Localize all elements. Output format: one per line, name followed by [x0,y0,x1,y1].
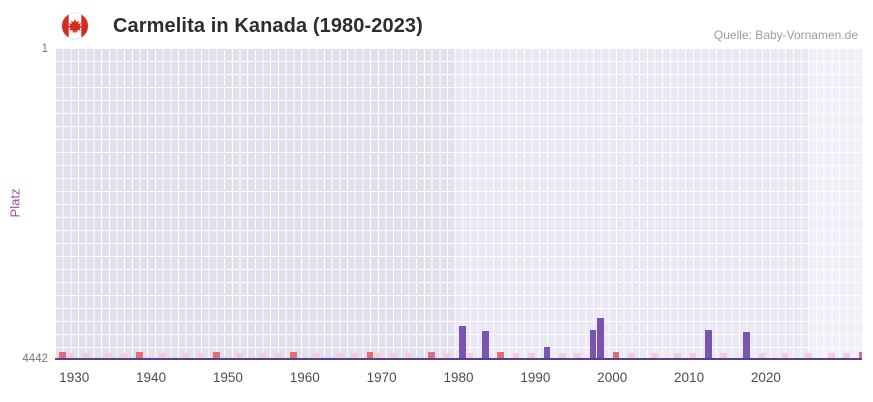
x-tick-label: 2000 [597,370,628,385]
x-axis-baseline [55,358,862,360]
pale-year-marker [512,353,520,360]
x-tick-label: 1970 [366,370,397,385]
x-tick-label: 1960 [289,370,320,385]
canada-flag-icon [61,12,89,40]
strong-year-marker [59,352,66,360]
pale-year-marker [312,353,320,360]
pale-year-marker [466,353,474,360]
pale-year-marker [758,353,766,360]
rank-bar[interactable] [704,329,712,360]
pale-year-marker [827,353,835,360]
pale-year-marker [558,353,566,360]
pale-year-marker [804,353,812,360]
plot-area [55,48,862,360]
pale-year-marker [159,353,166,360]
pale-year-marker [120,353,128,360]
rank-bar[interactable] [597,318,604,360]
pale-year-marker [351,353,359,360]
strong-year-marker [136,352,143,360]
x-tick-label: 1930 [59,370,90,385]
x-tick-label: 2020 [750,370,781,385]
pale-year-marker [389,353,397,360]
x-axis: 1930 1940 1950 1960 1970 1980 1990 2000 2010 2020 [55,364,862,390]
pale-year-marker [336,353,343,360]
pale-year-marker [781,353,789,360]
pale-year-marker [105,353,113,360]
background-band [808,48,862,360]
y-axis-label: Platz [7,188,23,218]
pale-year-marker [443,353,451,360]
pale-year-marker [82,353,90,360]
pale-year-marker [720,353,727,360]
pale-year-marker [274,353,282,360]
pale-year-marker [197,353,205,360]
pale-year-marker [528,353,535,360]
strong-year-marker [612,352,620,360]
pale-year-marker [236,353,243,360]
rank-bar[interactable] [459,326,466,360]
strong-year-marker [428,352,435,360]
pale-year-marker [374,353,382,360]
pale-year-marker [182,353,189,360]
y-tick-bottom: 4442 [22,353,48,365]
strong-year-marker [213,352,220,360]
rank-bar[interactable] [589,329,597,360]
pale-year-marker [405,353,412,360]
pale-year-marker [674,353,681,360]
pale-year-marker [574,353,581,360]
source-attribution[interactable]: Quelle: Baby-Vornamen.de [713,28,858,42]
pale-year-marker [843,353,850,360]
strong-year-marker [366,352,374,360]
y-tick-top: 1 [41,43,48,55]
strong-year-marker [858,352,862,360]
background-band [55,48,455,360]
background-band [454,48,809,360]
x-tick-label: 1950 [212,370,243,385]
pale-year-marker [67,353,74,360]
rank-bar[interactable] [743,331,751,360]
chart-title: Carmelita in Kanada (1980-2023) [113,15,423,37]
strong-year-marker [497,352,505,360]
pale-year-marker [689,353,697,360]
pale-year-marker [651,353,658,360]
x-tick-label: 1940 [136,370,167,385]
pale-year-marker [259,353,266,360]
rank-bar[interactable] [543,346,551,360]
x-tick-label: 1990 [520,370,551,385]
rank-bar[interactable] [482,331,489,360]
pale-year-marker [628,353,635,360]
canada-flag-svg [61,12,89,40]
strong-year-marker [289,352,297,360]
x-tick-label: 1980 [443,370,474,385]
x-tick-label: 2010 [674,370,705,385]
